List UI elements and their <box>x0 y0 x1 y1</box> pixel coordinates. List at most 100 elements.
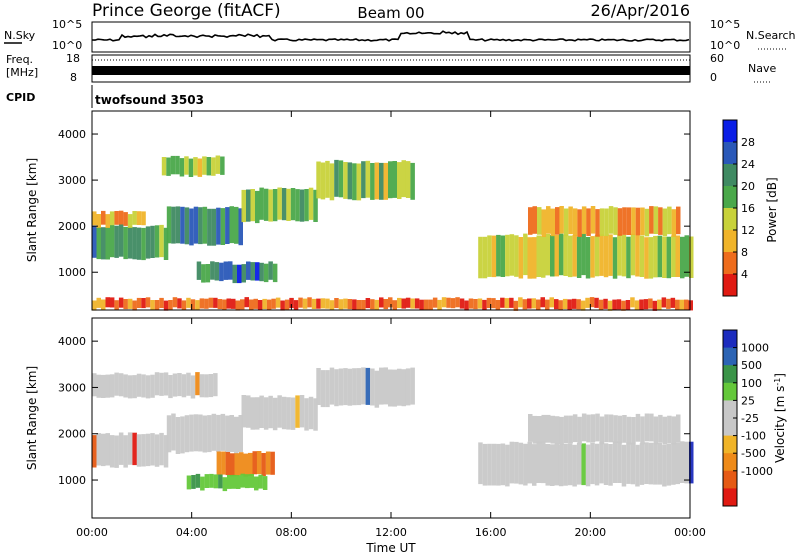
power-cell <box>603 298 608 309</box>
power-cell <box>105 297 110 308</box>
power-cell <box>229 206 234 244</box>
velocity-cell <box>132 432 137 466</box>
date-title: 26/Apr/2016 <box>590 1 690 20</box>
velocity-cell <box>356 368 362 406</box>
power-cell <box>154 300 160 311</box>
velocity-cell <box>586 414 591 443</box>
velocity-cell <box>518 442 524 485</box>
power-cell <box>202 206 208 244</box>
power-cell <box>92 300 97 311</box>
power-cell <box>635 235 640 277</box>
velocity-cell <box>365 367 371 405</box>
power-cell <box>608 234 613 276</box>
noise-right-tick-top: 10^5 <box>710 18 740 31</box>
velocity-cell <box>186 475 192 490</box>
power-cell <box>222 299 227 310</box>
power-cell <box>281 188 287 221</box>
power-cell <box>392 300 397 311</box>
velocity-cell <box>581 443 586 486</box>
velocity-cell <box>204 474 210 488</box>
colorbar-swatch <box>723 488 737 507</box>
velocity-cell <box>245 474 250 489</box>
power-cell <box>241 189 246 223</box>
power-cell <box>649 206 654 234</box>
power-cell <box>612 237 618 279</box>
velocity-cell <box>397 368 402 406</box>
velocity-cell <box>114 435 119 468</box>
velocity-cell <box>213 373 218 397</box>
power-cell <box>684 299 689 310</box>
power-cell <box>257 300 263 311</box>
power-cell <box>495 300 501 311</box>
power-cell <box>195 300 200 311</box>
colorbar-tick-label: 25 <box>741 394 755 407</box>
power-cell <box>388 161 393 199</box>
velocity-cell <box>603 443 609 485</box>
velocity-cell <box>653 416 659 445</box>
power-cell <box>127 298 133 309</box>
power-cell <box>671 235 676 277</box>
velocity-cell <box>231 474 236 489</box>
velocity-cell <box>554 443 559 486</box>
power-cell <box>123 226 128 260</box>
velocity-cell <box>190 375 196 399</box>
colorbar-tick-label: 4 <box>741 268 748 281</box>
velocity-cell <box>541 414 546 443</box>
freq-left-label-2: [MHz] <box>6 66 38 79</box>
nave-right-tick-top: 60 <box>710 52 724 65</box>
power-cell <box>329 163 335 201</box>
power-cell <box>118 210 124 225</box>
power-cell <box>92 211 97 226</box>
power-cell <box>166 206 172 244</box>
velocity-cell <box>545 443 550 486</box>
velocity-cell <box>630 442 636 485</box>
velocity-cell <box>299 395 305 428</box>
colorbar-swatch <box>723 347 737 366</box>
power-cell <box>123 299 128 310</box>
x-tick-label: 00:00 <box>674 526 706 539</box>
power-cell <box>179 158 185 177</box>
power-cell <box>141 298 146 309</box>
power-cell <box>168 300 173 311</box>
power-cell <box>423 299 429 310</box>
colorbar-swatch <box>723 164 737 187</box>
velocity-cell <box>626 442 631 484</box>
power-cell <box>109 211 115 226</box>
power-cell <box>630 233 636 276</box>
power-cell <box>181 300 187 311</box>
freq-left-tick-bottom: 8 <box>70 71 77 84</box>
power-cell <box>675 235 680 277</box>
velocity-colorbar: 1000 500 100 25 -25 -100 -500 -1000 <box>722 329 773 507</box>
freq-left-tick-top: 18 <box>66 52 80 65</box>
power-cell <box>450 298 456 309</box>
power-cell <box>540 297 545 308</box>
velocity-cell <box>558 444 564 487</box>
power-cell <box>238 208 243 246</box>
velocity-cell <box>653 442 658 485</box>
velocity-cell <box>585 444 591 487</box>
power-cell <box>361 161 366 199</box>
velocity-cell <box>626 416 632 445</box>
power-cell <box>374 299 380 310</box>
power-cell <box>608 206 614 234</box>
velocity-cell <box>234 453 239 477</box>
colorbar-swatch <box>723 142 737 165</box>
power-cell <box>132 300 137 311</box>
velocity-cell <box>338 368 344 406</box>
velocity-cell <box>136 373 142 397</box>
freq-band <box>92 66 690 75</box>
power-cell <box>648 237 654 279</box>
velocity-cell <box>132 375 137 399</box>
power-cell <box>255 190 260 224</box>
colorbar-tick-label: 16 <box>741 202 755 215</box>
velocity-cell <box>648 442 654 485</box>
power-cell <box>670 297 676 308</box>
velocity-cell <box>644 442 649 484</box>
power-cell <box>604 208 609 237</box>
power-cell <box>572 235 577 277</box>
power-cell <box>446 297 451 308</box>
velocity-cell <box>405 368 411 406</box>
power-cell <box>397 297 402 308</box>
velocity-cell <box>617 441 622 483</box>
velocity-cell <box>96 374 101 398</box>
